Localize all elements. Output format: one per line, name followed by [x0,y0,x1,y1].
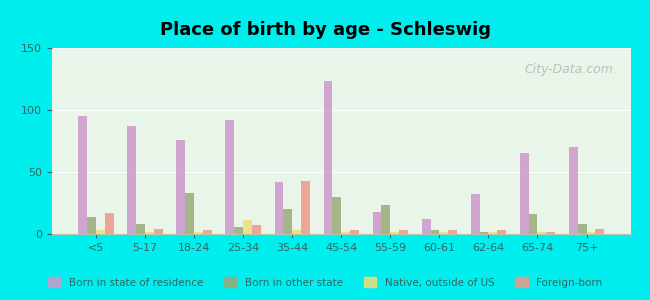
Bar [528,214,538,234]
Bar [372,212,382,234]
Bar [595,229,604,234]
Bar [252,225,261,234]
Bar [399,230,408,234]
Bar [96,230,105,234]
Bar [520,153,528,234]
Bar [274,182,283,234]
Bar [292,230,301,234]
Bar [586,232,595,234]
Bar [243,220,252,234]
Bar [145,232,154,234]
Bar [422,219,430,234]
Bar [488,232,497,234]
Bar [538,232,546,234]
Bar [332,197,341,234]
Bar [439,232,448,234]
Bar [78,116,87,234]
Bar [105,213,114,234]
Bar [480,232,488,234]
Bar [194,232,203,234]
Bar [176,140,185,234]
Bar [154,229,162,234]
Bar [203,230,212,234]
Bar [341,232,350,234]
Text: City-Data.com: City-Data.com [525,63,613,76]
Bar [390,232,399,234]
Bar [569,147,578,234]
Bar [127,126,136,234]
Bar [234,226,243,234]
Bar [350,230,359,234]
Bar [226,120,234,234]
Bar [185,193,194,234]
Bar [497,230,506,234]
Bar [382,206,390,234]
Bar [283,209,292,234]
Bar [430,230,439,234]
Bar [324,82,332,234]
Bar [471,194,480,234]
Legend: Born in state of residence, Born in other state, Native, outside of US, Foreign-: Born in state of residence, Born in othe… [44,273,606,292]
Bar [136,224,145,234]
Bar [301,181,310,234]
Bar [448,230,457,234]
Bar [87,217,96,234]
Text: Place of birth by age - Schleswig: Place of birth by age - Schleswig [159,21,491,39]
Bar [546,232,555,234]
Bar [578,224,586,234]
